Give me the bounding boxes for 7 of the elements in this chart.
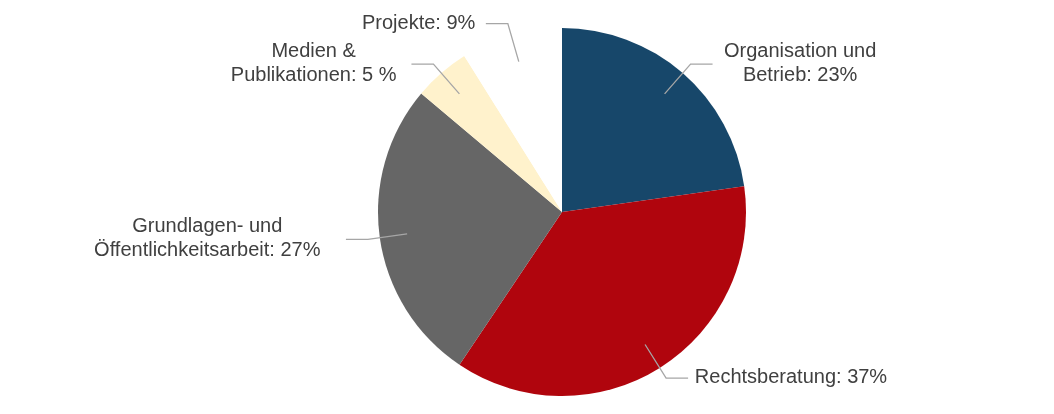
slice-label: Rechtsberatung: 37%	[694, 365, 888, 388]
pie-slice	[421, 56, 562, 212]
pie-slice	[378, 93, 562, 365]
slice-label: Projekte: 9%	[361, 10, 476, 33]
slice-label: Grundlagen- und Öffentlichkeitsarbeit: 27%	[94, 214, 321, 261]
slice-label: Organisation und Betrieb: 23%	[724, 39, 877, 86]
slice-label: Medien & Publikationen: 5 %	[230, 39, 397, 86]
